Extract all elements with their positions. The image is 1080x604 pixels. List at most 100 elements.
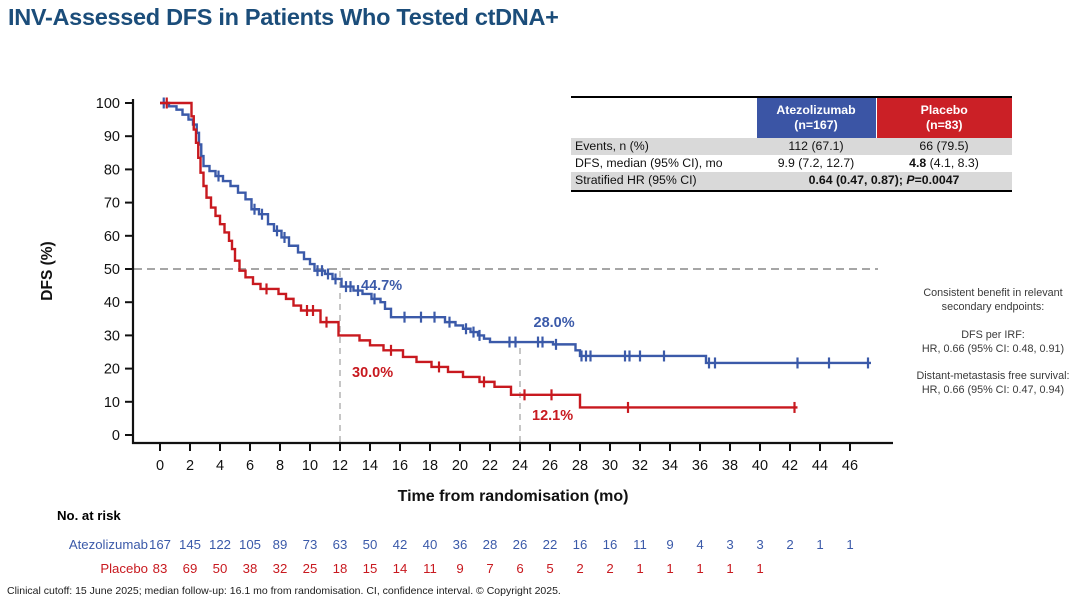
dmfs-note: Distant-metastasis free survival: HR, 0.… bbox=[903, 369, 1080, 398]
risk-count: 1 bbox=[726, 561, 733, 576]
risk-count: 7 bbox=[486, 561, 493, 576]
risk-count: 9 bbox=[666, 537, 673, 552]
secondary-endpoints-note: Consistent benefit in relevant secondary… bbox=[903, 286, 1080, 398]
hr-estimate: 0.64 (0.47, 0.87); bbox=[808, 173, 907, 188]
no-at-risk-heading: No. at risk bbox=[57, 508, 121, 523]
x-tick-label: 42 bbox=[782, 458, 798, 474]
landmark-label-30.0pct: 30.0% bbox=[352, 365, 393, 381]
risk-count: 36 bbox=[453, 537, 468, 552]
stats-row-events: Events, n (%) 112 (67.1) 66 (79.5) bbox=[571, 137, 1012, 155]
risk-count: 122 bbox=[209, 537, 231, 552]
y-tick-label: 10 bbox=[104, 395, 120, 411]
risk-count: 22 bbox=[543, 537, 558, 552]
dfs-irf-hr: HR, 0.66 (95% CI: 0.48, 0.91) bbox=[921, 342, 1065, 355]
risk-count: 5 bbox=[546, 561, 553, 576]
x-tick-label: 28 bbox=[572, 458, 588, 474]
header-arm-name: Atezolizumab bbox=[776, 103, 856, 117]
x-tick-label: 18 bbox=[422, 458, 438, 474]
dfs-irf-title: DFS per IRF: bbox=[961, 328, 1025, 341]
risk-count: 1 bbox=[846, 537, 853, 552]
x-axis-title: Time from randomisation (mo) bbox=[398, 488, 629, 505]
dmfs-hr: HR, 0.66 (95% CI: 0.47, 0.94) bbox=[921, 384, 1065, 397]
y-tick-label: 20 bbox=[104, 362, 120, 378]
y-axis-title: DFS (%) bbox=[39, 241, 56, 300]
risk-count: 11 bbox=[423, 561, 437, 576]
secondary-endpoints-intro: Consistent benefit in relevant secondary… bbox=[923, 287, 1063, 314]
header-arm-n: (n=167) bbox=[794, 117, 838, 132]
stats-header-atezolizumab: Atezolizumab (n=167) bbox=[755, 97, 876, 138]
median-placebo-value: 4.8 bbox=[909, 155, 927, 170]
landmark-label-12.1pct: 12.1% bbox=[532, 408, 573, 424]
risk-count: 9 bbox=[456, 561, 463, 576]
y-tick-label: 80 bbox=[104, 162, 120, 178]
risk-count: 69 bbox=[183, 561, 198, 576]
y-tick-label: 100 bbox=[96, 96, 120, 112]
landmark-label-44.7pct: 44.7% bbox=[361, 278, 402, 294]
p-value: =0.0047 bbox=[914, 173, 960, 188]
risk-count: 15 bbox=[363, 561, 378, 576]
risk-count: 40 bbox=[423, 537, 438, 552]
x-tick-label: 38 bbox=[722, 458, 738, 474]
risk-count: 4 bbox=[696, 537, 703, 552]
x-tick-label: 20 bbox=[452, 458, 468, 474]
dfs-per-irf-note: DFS per IRF: HR, 0.66 (95% CI: 0.48, 0.9… bbox=[903, 328, 1080, 357]
row-label: Stratified HR (95% CI) bbox=[575, 173, 697, 188]
p-symbol: P bbox=[906, 173, 915, 188]
x-tick-label: 40 bbox=[752, 458, 768, 474]
risk-count: 16 bbox=[573, 537, 588, 552]
x-tick-label: 24 bbox=[512, 458, 528, 474]
risk-count: 25 bbox=[303, 561, 318, 576]
risk-row-label-placebo: Placebo bbox=[100, 561, 148, 576]
x-tick-label: 14 bbox=[362, 458, 378, 474]
risk-count: 38 bbox=[243, 561, 258, 576]
stats-row-hr: Stratified HR (95% CI) 0.64 (0.47, 0.87)… bbox=[571, 172, 1012, 191]
risk-count: 50 bbox=[213, 561, 228, 576]
km-curve-placebo bbox=[160, 101, 798, 409]
x-tick-label: 6 bbox=[246, 458, 254, 474]
risk-count: 89 bbox=[273, 537, 288, 552]
events-placebo: 66 (79.5) bbox=[919, 138, 969, 153]
x-tick-label: 4 bbox=[216, 458, 224, 474]
risk-count: 83 bbox=[153, 561, 168, 576]
stats-header-row: Atezolizumab (n=167) Placebo (n=83) bbox=[571, 97, 1012, 138]
y-tick-label: 90 bbox=[104, 129, 120, 145]
median-atezolizumab: 9.9 (7.2, 12.7) bbox=[777, 155, 855, 170]
risk-count: 1 bbox=[756, 561, 763, 576]
risk-count: 2 bbox=[606, 561, 613, 576]
y-tick-label: 40 bbox=[104, 295, 120, 311]
events-atezolizumab: 112 (67.1) bbox=[788, 138, 844, 153]
row-label: DFS, median (95% CI), mo bbox=[575, 155, 723, 170]
risk-count: 14 bbox=[393, 561, 408, 576]
risk-count: 2 bbox=[576, 561, 583, 576]
risk-count: 3 bbox=[756, 537, 763, 552]
risk-row-label-atezolizumab: Atezolizumab bbox=[69, 537, 148, 552]
footnote: Clinical cutoff: 15 June 2025; median fo… bbox=[7, 585, 561, 597]
stratified-hr-value: 0.64 (0.47, 0.87); P=0.0047 bbox=[756, 172, 1012, 190]
x-tick-label: 0 bbox=[156, 458, 164, 474]
risk-count: 1 bbox=[636, 561, 643, 576]
risk-count: 73 bbox=[303, 537, 318, 552]
stats-header-placebo: Placebo (n=83) bbox=[875, 97, 1012, 138]
risk-count: 3 bbox=[726, 537, 733, 552]
x-tick-label: 30 bbox=[602, 458, 618, 474]
x-tick-label: 16 bbox=[392, 458, 408, 474]
risk-count: 167 bbox=[149, 537, 171, 552]
risk-count: 2 bbox=[786, 537, 793, 552]
x-tick-label: 12 bbox=[332, 458, 348, 474]
header-arm-n: (n=83) bbox=[925, 117, 963, 132]
x-tick-label: 46 bbox=[842, 458, 858, 474]
x-tick-label: 36 bbox=[692, 458, 708, 474]
y-tick-label: 50 bbox=[104, 262, 120, 278]
risk-count: 145 bbox=[179, 537, 201, 552]
dmfs-title: Distant-metastasis free survival: bbox=[916, 370, 1070, 382]
stats-row-median-dfs: DFS, median (95% CI), mo 9.9 (7.2, 12.7)… bbox=[571, 155, 1012, 172]
y-tick-label: 60 bbox=[104, 229, 120, 245]
risk-count: 16 bbox=[603, 537, 618, 552]
header-arm-name: Placebo bbox=[920, 103, 968, 117]
risk-count: 1 bbox=[666, 561, 673, 576]
x-tick-label: 34 bbox=[662, 458, 678, 474]
x-tick-label: 8 bbox=[276, 458, 284, 474]
risk-count: 18 bbox=[333, 561, 348, 576]
